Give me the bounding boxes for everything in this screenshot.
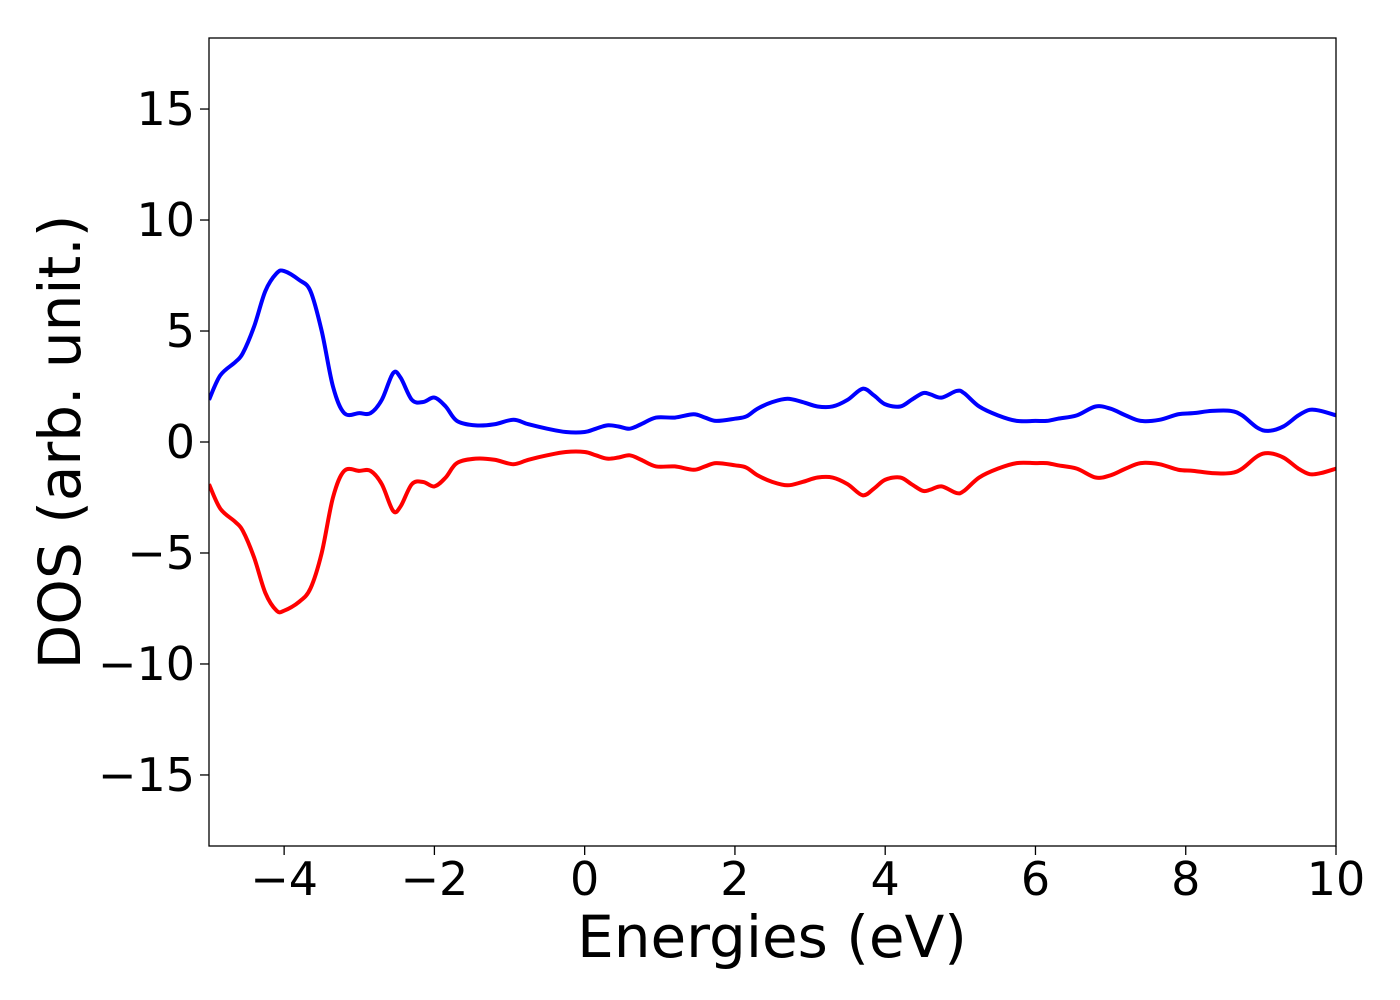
x-tick-label: 8 [1171,852,1200,906]
y-tick-label: 5 [166,304,195,358]
x-tick-label: 4 [871,852,900,906]
y-tick-label: −5 [127,526,195,580]
x-axis-label: Energies (eV) [577,903,967,971]
plot-frame [208,37,1337,847]
x-tick-label: 10 [1307,852,1366,906]
y-axis-ticks: 15 10 5 0 −5 −10 −15 [98,82,209,802]
x-axis-ticks: −4 −2 0 2 4 6 8 10 [250,846,1365,906]
x-tick-label: 6 [1021,852,1050,906]
series-line-2 [209,449,1336,615]
x-tick-label: 0 [570,852,599,906]
series-line-1 [209,268,1336,435]
y-tick-label: −10 [98,637,195,691]
y-tick-label: −15 [98,748,195,802]
x-tick-label: 2 [720,852,749,906]
y-tick-label: 10 [136,193,195,247]
y-tick-label: 15 [136,82,195,136]
plot-area [208,37,1337,847]
y-tick-label: 0 [166,415,195,469]
x-tick-label: −2 [400,852,468,906]
x-tick-label: −4 [250,852,318,906]
y-axis-label: DOS (arb. unit.) [26,215,94,670]
